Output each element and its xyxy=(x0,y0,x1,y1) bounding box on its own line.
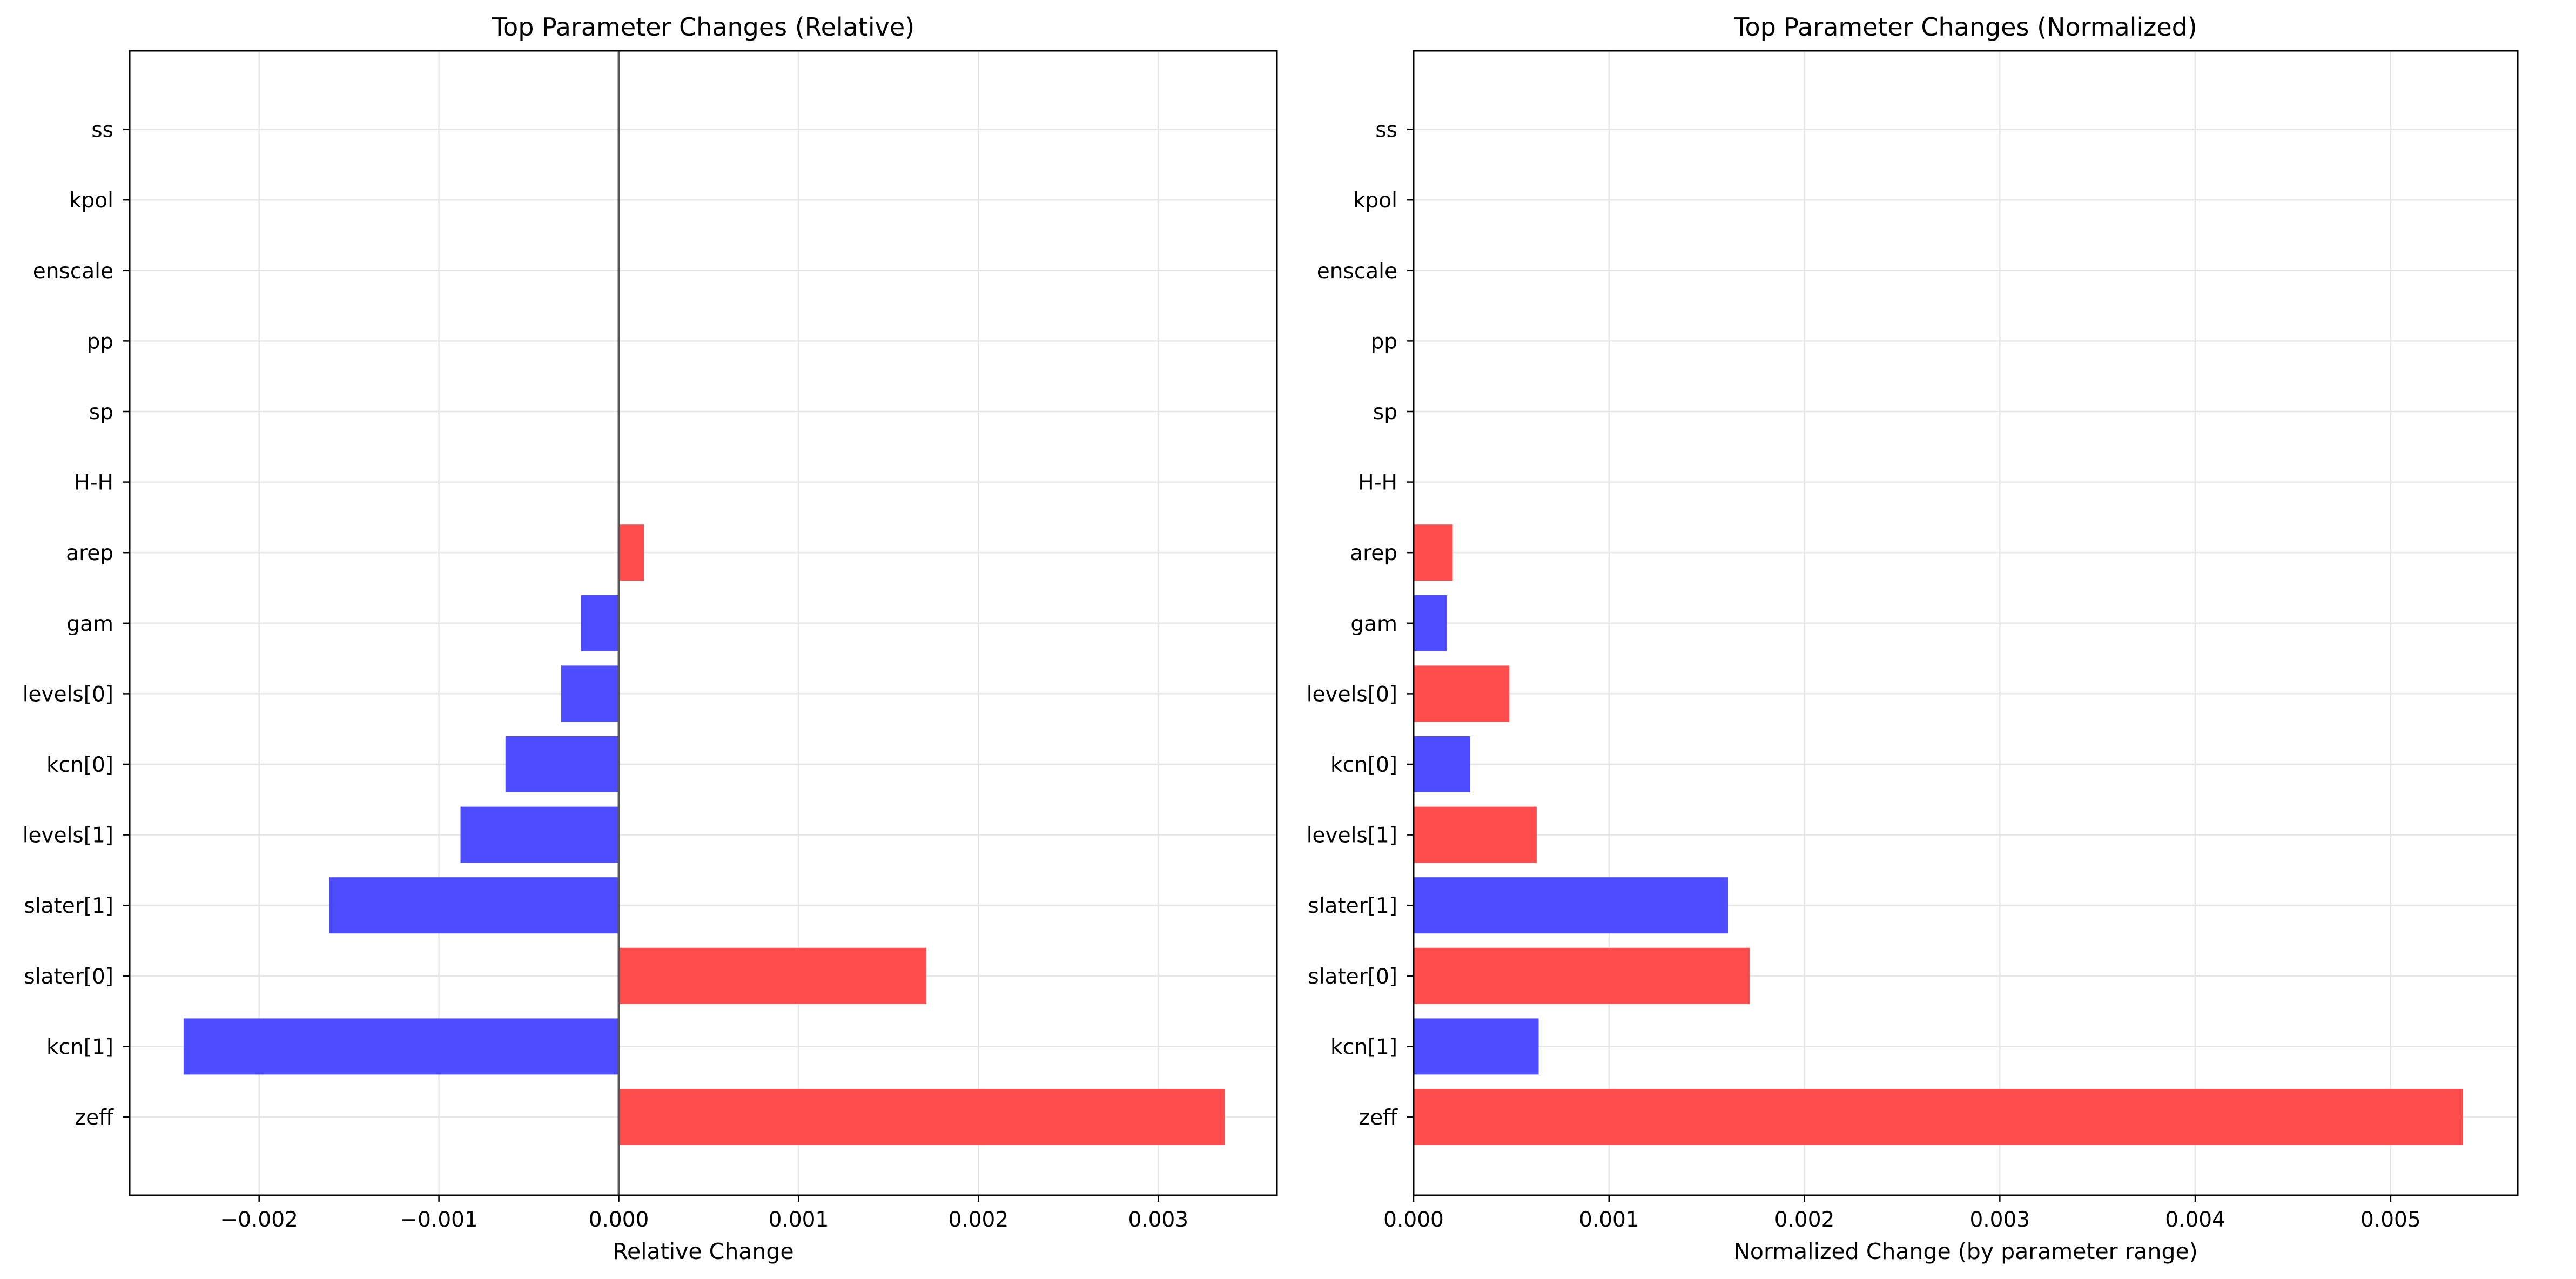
normalized-x-tick-label: 0.005 xyxy=(2360,1208,2421,1232)
relative-change-panel: −0.002 −0.001 0.000 0.001 0.002 0.003 zeff kcn[… xyxy=(23,12,1278,1264)
relative-y-tick-label: enscale xyxy=(33,259,113,284)
normalized-chart-title: Top Parameter Changes (Normalized) xyxy=(1733,12,2197,42)
relative-chart-title: Top Parameter Changes (Relative) xyxy=(492,12,914,42)
relative-x-tick-label: 0.001 xyxy=(769,1208,829,1232)
relative-bars xyxy=(183,524,1225,1145)
relative-ticks: −0.002 −0.001 0.000 0.001 0.002 0.003 zeff kcn[… xyxy=(23,118,1188,1232)
relative-y-tick-label: kpol xyxy=(69,189,113,213)
normalized-bar-zeff xyxy=(1414,1089,2463,1145)
normalized-bar-slater0 xyxy=(1414,947,1750,1004)
relative-x-tick-label: 0.002 xyxy=(949,1208,1009,1232)
relative-y-tick-label: ss xyxy=(91,118,113,143)
relative-bar-gam xyxy=(581,595,619,651)
normalized-bar-levels0 xyxy=(1414,665,1510,722)
relative-bar-kcn0 xyxy=(505,736,619,792)
normalized-bar-gam xyxy=(1414,595,1447,651)
relative-y-tick-label: levels[1] xyxy=(23,824,113,848)
relative-y-tick-label: gam xyxy=(66,612,113,636)
normalized-y-tick-label: zeff xyxy=(1359,1106,1398,1130)
relative-y-tick-label: sp xyxy=(89,400,113,425)
relative-x-tick-label: −0.001 xyxy=(400,1208,477,1232)
relative-y-tick-label: kcn[1] xyxy=(46,1035,113,1059)
relative-y-tick-label: pp xyxy=(86,329,113,354)
relative-y-tick-label: kcn[0] xyxy=(46,753,113,777)
normalized-y-tick-label: slater[1] xyxy=(1308,894,1397,918)
relative-x-axis-label: Relative Change xyxy=(613,1238,793,1264)
normalized-bar-kcn1 xyxy=(1414,1018,1539,1075)
relative-y-tick-label: zeff xyxy=(75,1106,114,1130)
normalized-x-tick-label: 0.003 xyxy=(1969,1208,2030,1232)
relative-axes-frame xyxy=(129,50,1278,1196)
normalized-x-tick-label: 0.002 xyxy=(1774,1208,1835,1232)
relative-bar-kcn1 xyxy=(183,1018,619,1075)
normalized-x-tick-label: 0.001 xyxy=(1579,1208,1639,1232)
normalized-y-tick-label: kcn[1] xyxy=(1330,1035,1397,1059)
relative-bar-levels0 xyxy=(561,665,619,722)
normalized-y-tick-label: enscale xyxy=(1317,259,1397,284)
relative-bar-zeff xyxy=(618,1089,1225,1145)
normalized-y-tick-label: H-H xyxy=(1358,471,1397,495)
normalized-y-tick-label: levels[1] xyxy=(1307,824,1397,848)
normalized-axes-frame xyxy=(1413,50,2519,1196)
relative-x-tick-label: −0.002 xyxy=(220,1208,298,1232)
relative-y-tick-label: H-H xyxy=(74,471,113,495)
normalized-bar-arep xyxy=(1414,524,1453,581)
relative-bar-arep xyxy=(618,524,644,581)
normalized-y-tick-label: levels[0] xyxy=(1307,682,1397,706)
normalized-x-axis-label: Normalized Change (by parameter range) xyxy=(1733,1238,2198,1264)
normalized-change-panel: 0.000 0.001 0.002 0.003 0.004 0.005 zeff kcn[1]… xyxy=(1307,12,2519,1264)
normalized-y-tick-label: gam xyxy=(1350,612,1397,636)
normalized-y-tick-label: sp xyxy=(1373,400,1397,425)
normalized-bar-levels1 xyxy=(1414,806,1537,863)
normalized-y-tick-label: kcn[0] xyxy=(1330,753,1397,777)
relative-bar-slater0 xyxy=(618,947,926,1004)
normalized-y-tick-label: ss xyxy=(1375,118,1397,143)
normalized-x-tick-label: 0.004 xyxy=(2165,1208,2225,1232)
normalized-y-tick-label: kpol xyxy=(1353,189,1397,213)
normalized-bar-kcn0 xyxy=(1414,736,1470,792)
normalized-y-tick-label: slater[0] xyxy=(1308,965,1397,989)
normalized-y-tick-label: pp xyxy=(1370,329,1397,354)
normalized-bar-slater1 xyxy=(1414,877,1728,934)
relative-grid xyxy=(130,51,1277,1195)
relative-y-tick-label: slater[1] xyxy=(24,894,113,918)
relative-bar-levels1 xyxy=(460,806,619,863)
relative-y-tick-label: levels[0] xyxy=(23,682,113,706)
relative-y-tick-label: slater[0] xyxy=(24,965,113,989)
relative-y-tick-label: arep xyxy=(66,541,113,566)
relative-bar-slater1 xyxy=(329,877,619,934)
normalized-y-tick-label: arep xyxy=(1350,541,1397,566)
normalized-x-tick-label: 0.000 xyxy=(1383,1208,1444,1232)
relative-x-tick-label: 0.000 xyxy=(589,1208,649,1232)
relative-x-tick-label: 0.003 xyxy=(1128,1208,1188,1232)
normalized-ticks: 0.000 0.001 0.002 0.003 0.004 0.005 zeff kcn[1]… xyxy=(1307,118,2421,1232)
normalized-bars xyxy=(1414,524,2463,1145)
